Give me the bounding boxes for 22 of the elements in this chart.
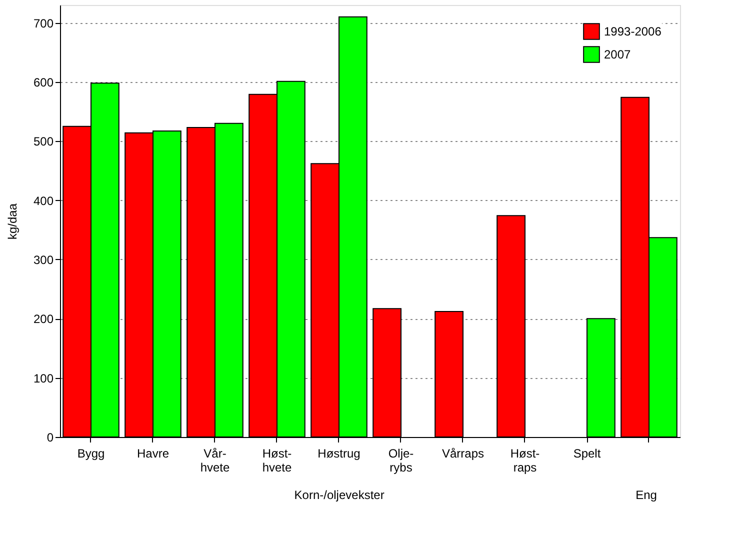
y-tick-label: 500 <box>33 134 54 149</box>
y-tick-label: 0 <box>46 430 54 444</box>
x-tick-label: Høst- raps <box>510 446 540 474</box>
y-tick-label: 300 <box>33 252 54 267</box>
x-tick-label: Høst- hvete <box>262 446 292 474</box>
text: Korn-/oljevekster <box>294 488 384 502</box>
y-tick-label: 400 <box>33 194 54 208</box>
x-tick-label: Spelt <box>573 446 602 460</box>
x-tick-label: Vår- hvete <box>200 446 230 474</box>
x-tick-label: Havre <box>136 446 170 460</box>
legend-label: 1993-2006 <box>604 24 662 38</box>
y-tick-label: 700 <box>33 16 54 30</box>
x-tick-label: Vårraps <box>442 446 484 460</box>
y-axis-title: kg/daa <box>5 203 20 240</box>
x-tick-label: Bygg <box>77 446 105 460</box>
y-tick-label: 200 <box>33 312 54 326</box>
x-tick-label: Høstrug <box>318 446 360 460</box>
legend-label: 2007 <box>604 48 632 62</box>
y-tick-label: 100 <box>33 371 54 386</box>
text: Eng <box>636 488 657 502</box>
y-tick-label: 600 <box>33 75 54 90</box>
x-tick-label: Olje- rybs <box>388 446 414 474</box>
